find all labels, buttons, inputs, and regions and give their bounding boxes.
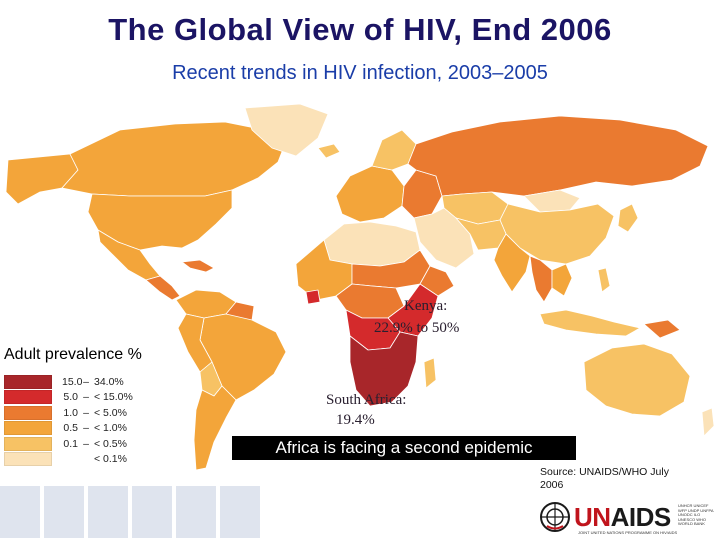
- source-note: Source: UNAIDS/WHO July 2006: [540, 466, 669, 491]
- region-southern-cone: [193, 385, 237, 471]
- region-indochina: [551, 263, 573, 297]
- region-madagascar: [423, 357, 437, 389]
- region-japan: [617, 203, 639, 233]
- south-africa-label: South Africa:: [326, 392, 407, 408]
- legend-swatch: [4, 421, 52, 436]
- region-greenland: [244, 103, 329, 157]
- legend-item: < 0.1%: [4, 452, 133, 468]
- region-western-europe: [335, 165, 405, 223]
- region-canada: [61, 121, 286, 197]
- region-cote-divoire: [305, 289, 321, 305]
- region-russia: [407, 115, 709, 197]
- region-middle-east: [413, 207, 475, 269]
- legend-item: 0.1 – < 0.5%: [4, 436, 133, 452]
- legend-swatch: [4, 390, 52, 405]
- legend-item: 5.0 – < 15.0%: [4, 390, 133, 406]
- region-indonesia: [539, 309, 641, 337]
- south-africa-value: 19.4%: [336, 412, 375, 428]
- region-myanmar-thailand: [529, 255, 553, 303]
- legend-item: 0.5 – < 1.0%: [4, 421, 133, 437]
- unaids-tagline: JOINT UNITED NATIONS PROGRAMME ON HIV/AI…: [578, 530, 678, 535]
- page-title: The Global View of HIV, End 2006: [108, 12, 612, 47]
- legend-swatch: [4, 436, 52, 451]
- legend-item: 15.0 – 34.0%: [4, 374, 133, 390]
- unaids-logo: UNAIDS UNHCR UNICEF WFP UNDP UNFPA UNODC…: [538, 500, 718, 536]
- cosponsor-list: UNHCR UNICEF WFP UNDP UNFPA UNODC ILO UN…: [678, 503, 714, 526]
- region-north-africa: [323, 221, 421, 267]
- region-philippines: [597, 267, 611, 293]
- region-new-zealand: [701, 407, 715, 437]
- region-australia: [583, 343, 691, 417]
- region-mongolia: [523, 189, 581, 213]
- legend-swatch: [4, 374, 52, 389]
- legend-title: Adult prevalence %: [4, 346, 142, 363]
- un-emblem-icon: [540, 502, 570, 532]
- kenya-value: 22.9% to 50%: [374, 320, 460, 336]
- region-alaska: [5, 153, 79, 205]
- region-india: [493, 233, 531, 293]
- region-iceland: [317, 143, 341, 159]
- unaids-wordmark: UNAIDS: [574, 502, 671, 532]
- headline-banner: Africa is facing a second epidemic: [232, 436, 576, 460]
- region-papua-new-guinea: [643, 319, 681, 339]
- legend-swatch: [4, 405, 52, 420]
- kenya-label: Kenya:: [404, 298, 448, 314]
- legend-swatch: [4, 452, 52, 467]
- legend: 15.0 – 34.0% 5.0 – < 15.0% 1.0 – < 5.0% …: [4, 374, 133, 467]
- page-subtitle: Recent trends in HIV infection, 2003–200…: [172, 62, 548, 84]
- legend-item: 1.0 – < 5.0%: [4, 405, 133, 421]
- region-caribbean: [181, 259, 215, 273]
- region-southern-africa: [349, 331, 419, 407]
- world-prevalence-map: [5, 103, 715, 471]
- region-central-america: [145, 275, 181, 301]
